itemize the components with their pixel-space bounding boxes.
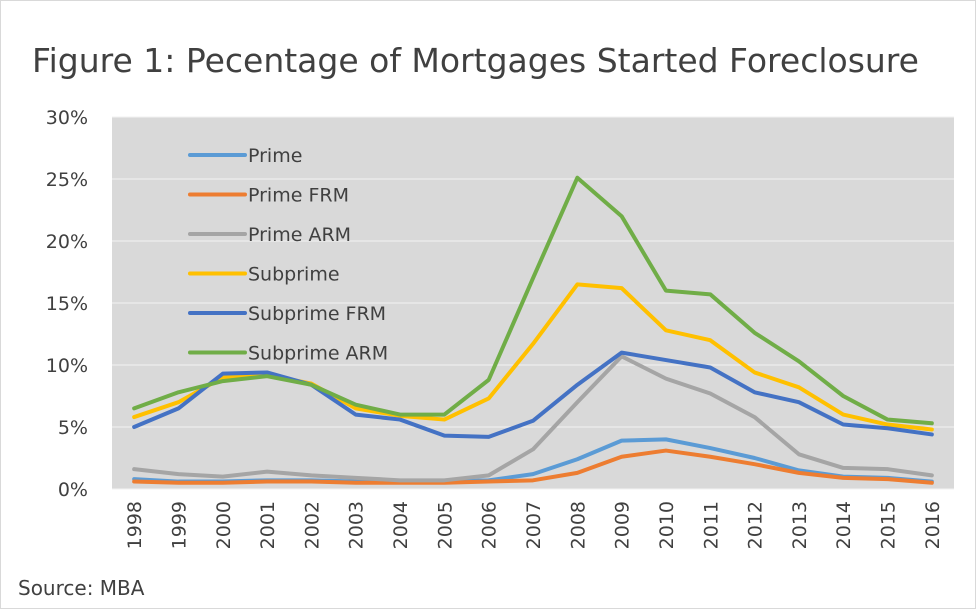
x-tick-label: 2001 — [257, 501, 279, 549]
legend-label: Prime ARM — [248, 224, 351, 246]
legend-label: Subprime ARM — [248, 343, 388, 365]
x-tick-label: 2016 — [922, 501, 944, 549]
x-tick-label: 2006 — [479, 501, 501, 549]
x-tick-label: 2010 — [656, 501, 678, 549]
x-tick-label: 2014 — [833, 501, 855, 549]
legend-label: Subprime — [248, 264, 340, 286]
x-tick-label: 2008 — [567, 501, 589, 549]
y-tick-label: 0% — [58, 479, 88, 501]
series-line — [132, 175, 934, 426]
y-tick-label: 20% — [46, 231, 88, 253]
x-tick-label: 1998 — [124, 501, 146, 549]
series-line — [132, 354, 934, 483]
x-tick-label: 2009 — [612, 501, 634, 549]
legend-label: Prime FRM — [248, 185, 349, 207]
x-tick-label: 2013 — [789, 501, 811, 549]
legend-label: Prime — [248, 145, 302, 167]
y-tick-label: 10% — [46, 355, 88, 377]
x-tick-label: 2007 — [523, 501, 545, 549]
x-tick-label: 2000 — [213, 501, 235, 549]
y-tick-label: 15% — [46, 293, 88, 315]
series-line — [132, 448, 934, 485]
source-note: Source: MBA — [18, 576, 145, 600]
y-tick-label: 5% — [58, 417, 88, 439]
x-tick-label: 2011 — [700, 501, 722, 549]
x-tick-label: 2003 — [346, 501, 368, 549]
chart-title: Figure 1: Pecentage of Mortgages Started… — [32, 41, 919, 80]
x-tick-label: 2015 — [878, 501, 900, 549]
x-tick-label: 2004 — [390, 501, 412, 549]
x-tick-label: 1999 — [168, 501, 190, 549]
x-tick-label: 2005 — [434, 501, 456, 549]
series-line — [132, 350, 934, 439]
y-tick-label: 25% — [46, 169, 88, 191]
legend-label: Subprime FRM — [248, 303, 386, 325]
x-tick-label: 2002 — [301, 501, 323, 549]
y-tick-label: 30% — [46, 107, 88, 129]
x-tick-label: 2012 — [745, 501, 767, 549]
